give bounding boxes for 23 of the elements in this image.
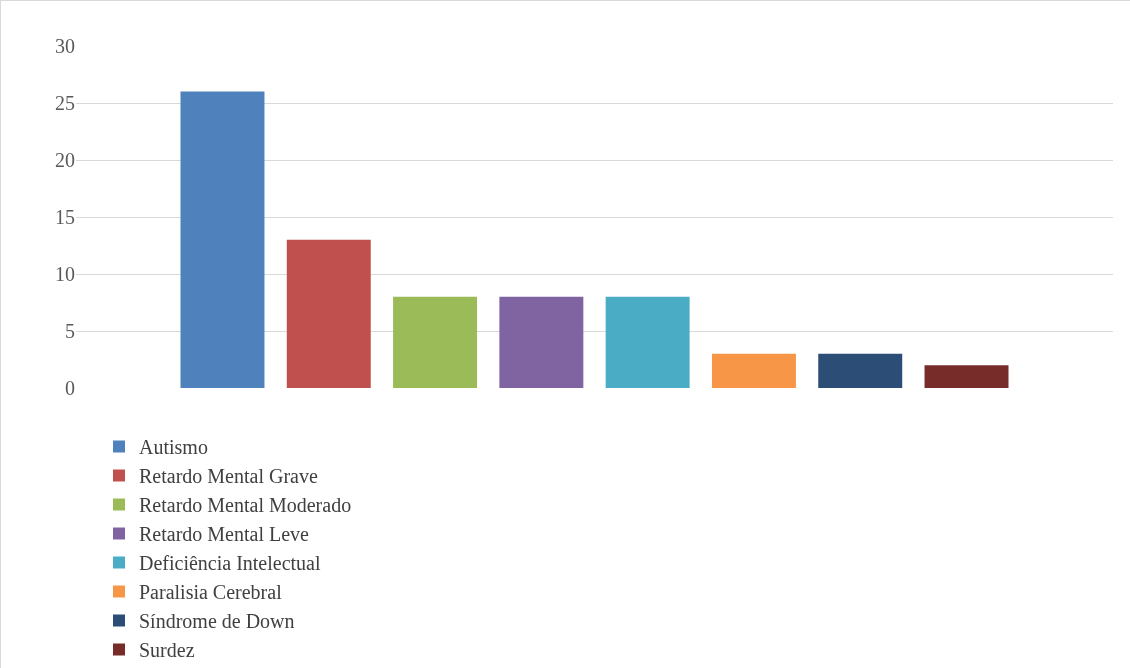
bar (499, 296, 584, 388)
bar (180, 91, 265, 388)
y-tick-label: 25 (55, 92, 75, 114)
y-tick-label: 10 (55, 263, 75, 285)
bar (711, 353, 796, 388)
legend-label: Deficiência Intelectual (138, 552, 321, 575)
bar (605, 296, 690, 388)
y-tick-label: 20 (55, 149, 75, 171)
y-tick-label: 5 (65, 320, 75, 342)
legend-label: Paralisia Cerebral (138, 581, 283, 604)
legend-label: Retardo Mental Grave (138, 465, 318, 488)
legend-label: Síndrome de Down (138, 610, 295, 633)
bar (393, 296, 478, 388)
legend-label: Autismo (138, 436, 208, 459)
legend-label: Retardo Mental Leve (138, 523, 310, 546)
legend-label: Surdez (138, 639, 195, 662)
legend-label: Retardo Mental Moderado (138, 494, 352, 517)
y-tick-label: 0 (65, 377, 75, 399)
bar (924, 365, 1009, 388)
y-tick-label: 15 (55, 206, 75, 228)
bar (818, 353, 903, 388)
bar (286, 239, 371, 388)
y-tick-label: 30 (55, 35, 75, 57)
